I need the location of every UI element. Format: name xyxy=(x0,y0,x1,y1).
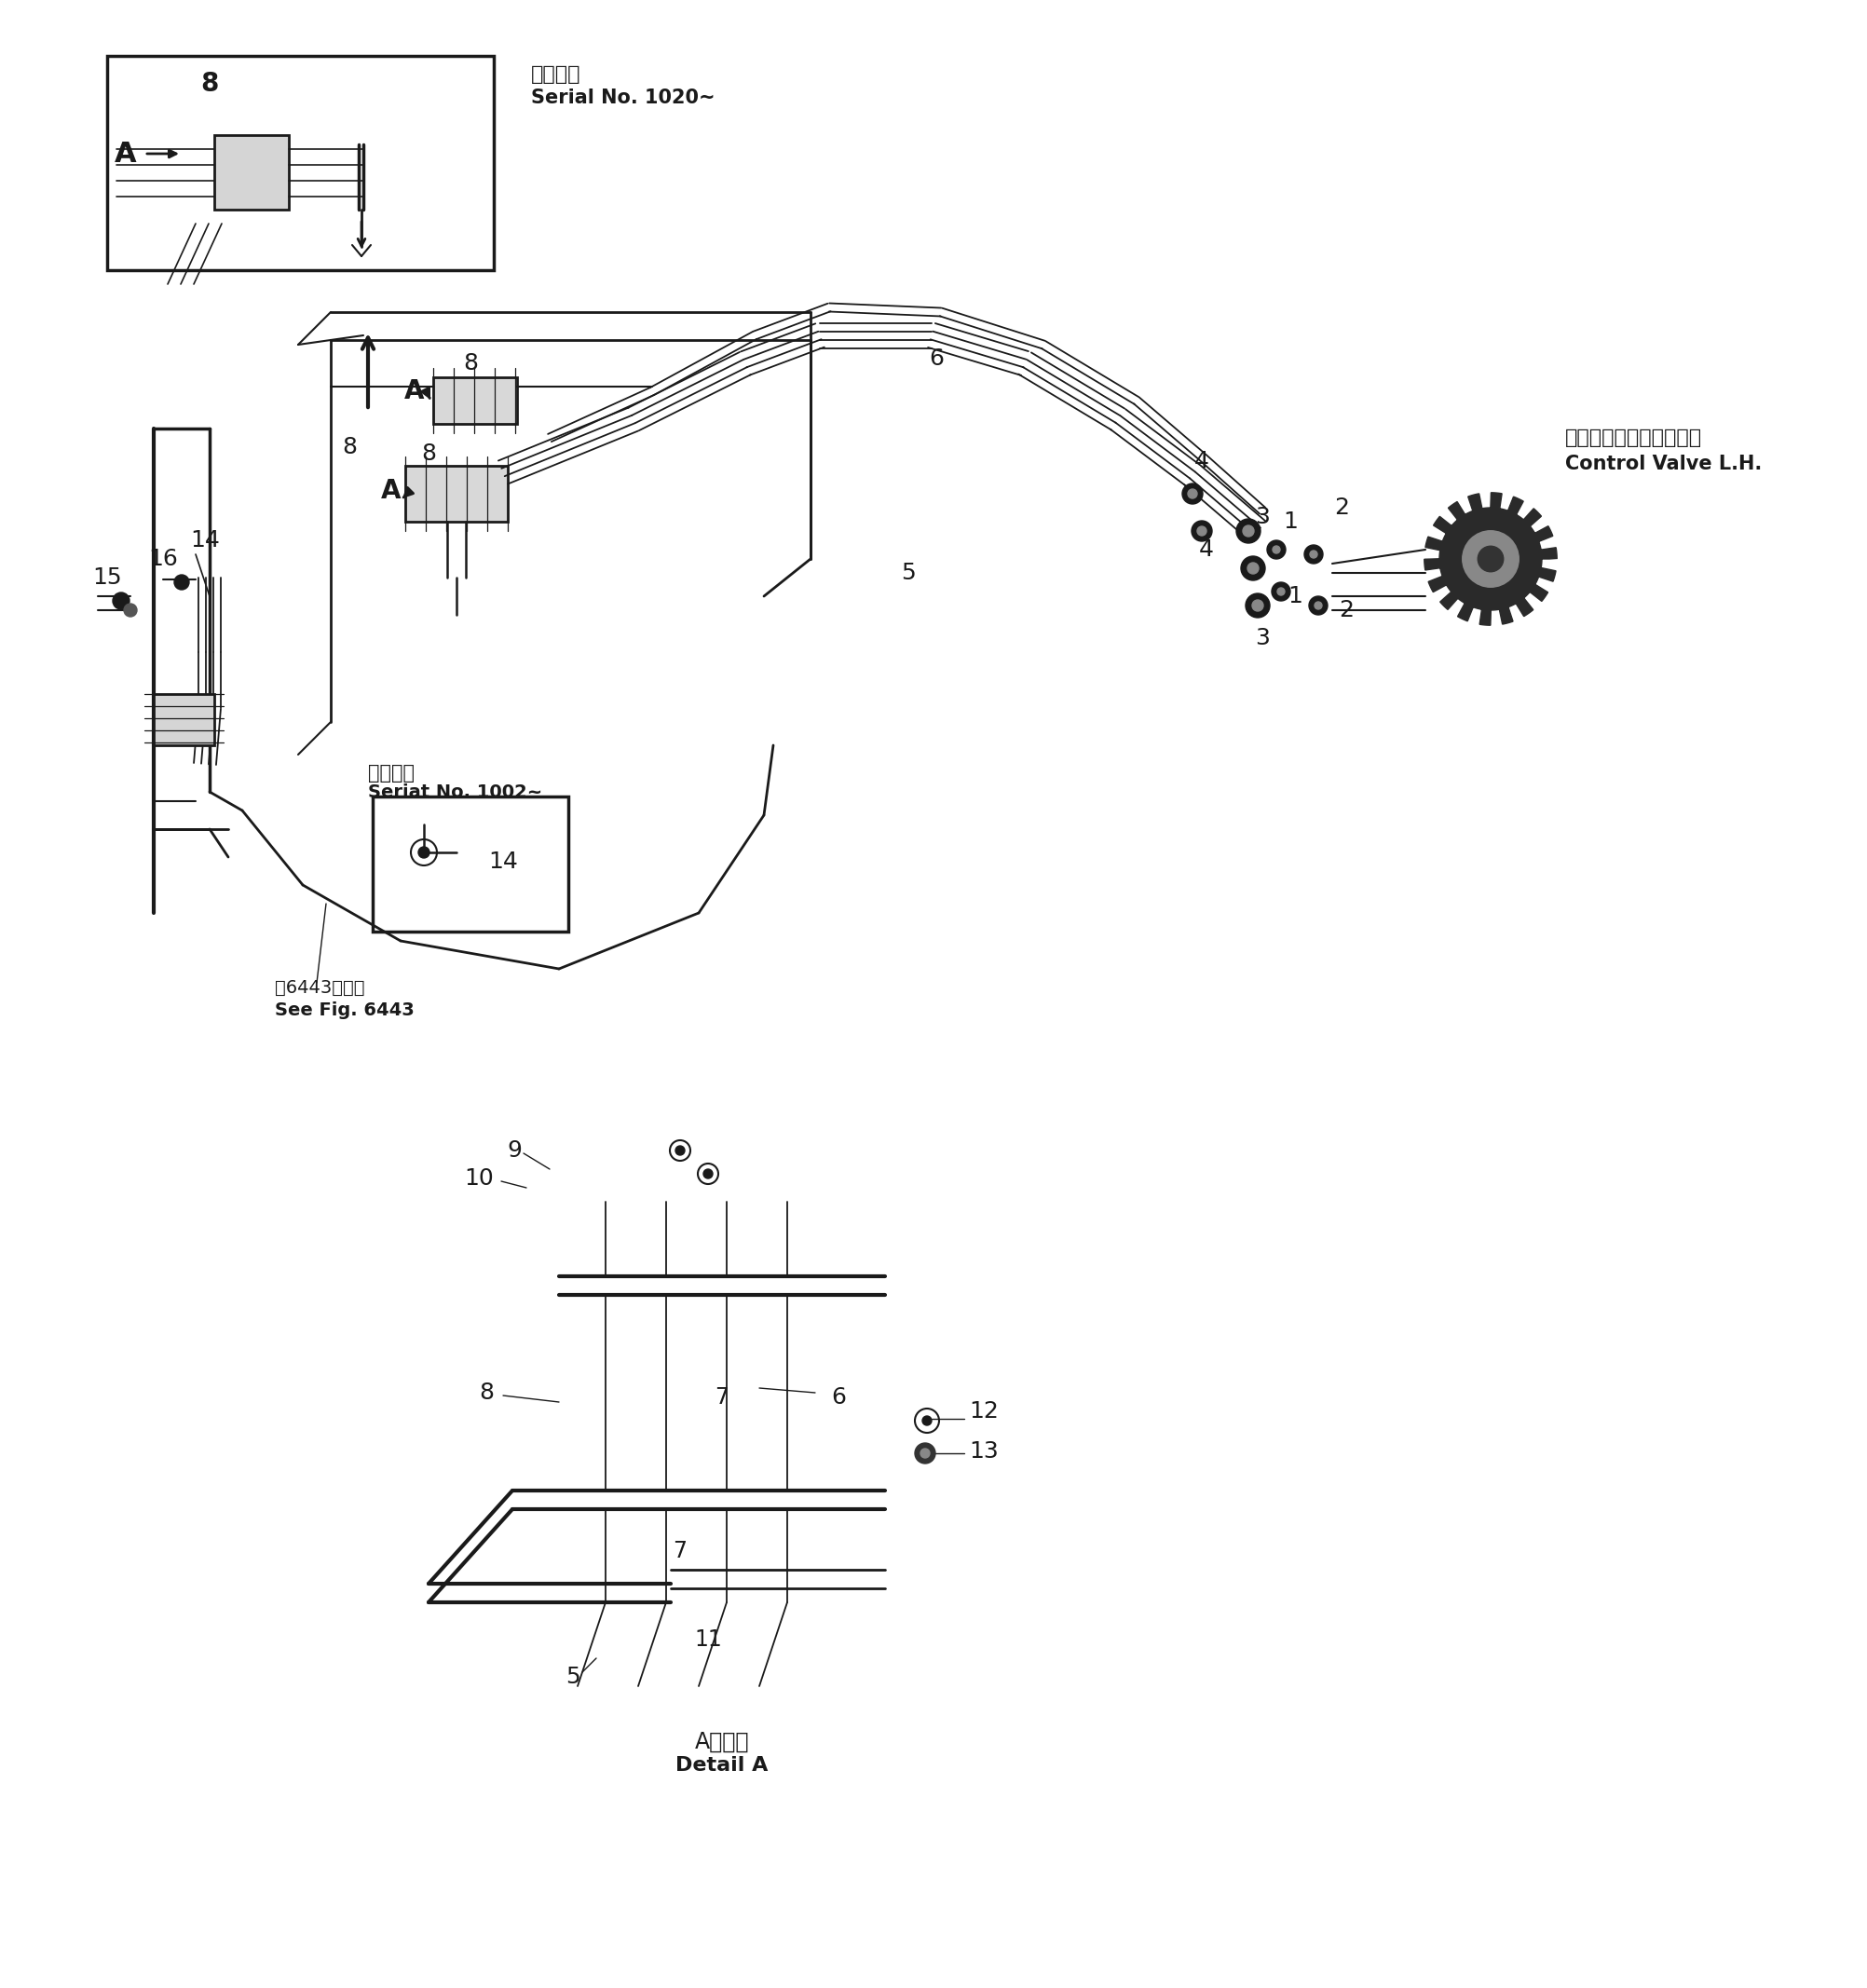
Circle shape xyxy=(1311,551,1318,559)
Circle shape xyxy=(1277,588,1284,594)
Circle shape xyxy=(1479,547,1503,573)
Bar xyxy=(373,797,568,932)
Text: 13: 13 xyxy=(969,1439,999,1463)
Text: 図6443図参照: 図6443図参照 xyxy=(274,978,364,996)
Circle shape xyxy=(1245,594,1270,618)
Text: 8: 8 xyxy=(342,435,357,459)
Polygon shape xyxy=(1425,493,1557,626)
Text: 7: 7 xyxy=(674,1541,687,1563)
Bar xyxy=(106,56,493,270)
Bar xyxy=(405,465,508,521)
Text: 8: 8 xyxy=(463,352,478,374)
Text: 9: 9 xyxy=(508,1139,521,1161)
Text: 8: 8 xyxy=(200,72,218,97)
Text: A詳細図: A詳細図 xyxy=(695,1732,749,1753)
Text: 通居号等: 通居号等 xyxy=(530,66,581,83)
Text: 14: 14 xyxy=(190,529,220,551)
Text: 6: 6 xyxy=(831,1386,846,1409)
Text: 10: 10 xyxy=(465,1167,493,1189)
Circle shape xyxy=(1242,557,1266,580)
Text: 適用号等: 適用号等 xyxy=(368,763,414,783)
Circle shape xyxy=(1268,541,1286,559)
Circle shape xyxy=(1182,483,1202,505)
Circle shape xyxy=(1462,531,1518,586)
Circle shape xyxy=(1271,582,1290,600)
Circle shape xyxy=(1243,525,1255,537)
Bar xyxy=(433,378,517,423)
Circle shape xyxy=(112,592,129,608)
Circle shape xyxy=(174,575,189,590)
Text: 4: 4 xyxy=(1195,449,1210,473)
Circle shape xyxy=(1309,596,1327,614)
Text: 1: 1 xyxy=(1288,584,1303,608)
Circle shape xyxy=(1236,519,1260,543)
Text: 5: 5 xyxy=(566,1666,581,1688)
Text: コントロールバルブ左側: コントロールバルブ左側 xyxy=(1565,429,1703,447)
Circle shape xyxy=(1273,547,1281,553)
Text: 15: 15 xyxy=(91,567,121,588)
Circle shape xyxy=(920,1449,930,1457)
Circle shape xyxy=(1314,602,1322,608)
Circle shape xyxy=(704,1169,713,1179)
Text: 16: 16 xyxy=(147,549,177,571)
Text: 3: 3 xyxy=(1255,505,1270,529)
Text: Detail A: Detail A xyxy=(676,1755,769,1775)
Bar xyxy=(153,694,215,746)
Text: See Fig. 6443: See Fig. 6443 xyxy=(274,1002,414,1020)
Text: 12: 12 xyxy=(969,1400,999,1423)
Text: Seriat No. 1002~: Seriat No. 1002~ xyxy=(368,783,543,801)
Bar xyxy=(215,135,289,209)
Circle shape xyxy=(922,1415,932,1425)
Circle shape xyxy=(1247,563,1258,575)
Circle shape xyxy=(915,1443,935,1463)
Text: 6: 6 xyxy=(930,348,943,370)
Text: Serial No. 1020~: Serial No. 1020~ xyxy=(530,89,715,107)
Text: A: A xyxy=(381,477,401,505)
Circle shape xyxy=(1187,489,1197,499)
Text: 14: 14 xyxy=(489,851,517,873)
Text: 8: 8 xyxy=(422,443,437,465)
Text: Control Valve L.H.: Control Valve L.H. xyxy=(1565,455,1762,473)
Text: 7: 7 xyxy=(715,1386,728,1409)
Text: 1: 1 xyxy=(1283,511,1298,533)
Text: 8: 8 xyxy=(478,1382,493,1404)
Text: 2: 2 xyxy=(1335,497,1350,519)
Text: 11: 11 xyxy=(695,1628,723,1650)
Circle shape xyxy=(1197,527,1206,535)
Text: 4: 4 xyxy=(1199,539,1214,561)
Circle shape xyxy=(1253,600,1264,610)
Text: A: A xyxy=(114,141,136,167)
Circle shape xyxy=(1191,521,1212,541)
Circle shape xyxy=(418,847,429,859)
Text: 2: 2 xyxy=(1339,598,1354,622)
Text: 3: 3 xyxy=(1255,626,1270,650)
Circle shape xyxy=(1305,545,1324,565)
Circle shape xyxy=(676,1145,685,1155)
Text: 5: 5 xyxy=(902,563,915,584)
Circle shape xyxy=(123,604,136,616)
Text: A: A xyxy=(405,378,424,404)
